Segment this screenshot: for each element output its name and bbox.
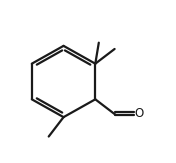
Text: O: O [134, 107, 144, 120]
